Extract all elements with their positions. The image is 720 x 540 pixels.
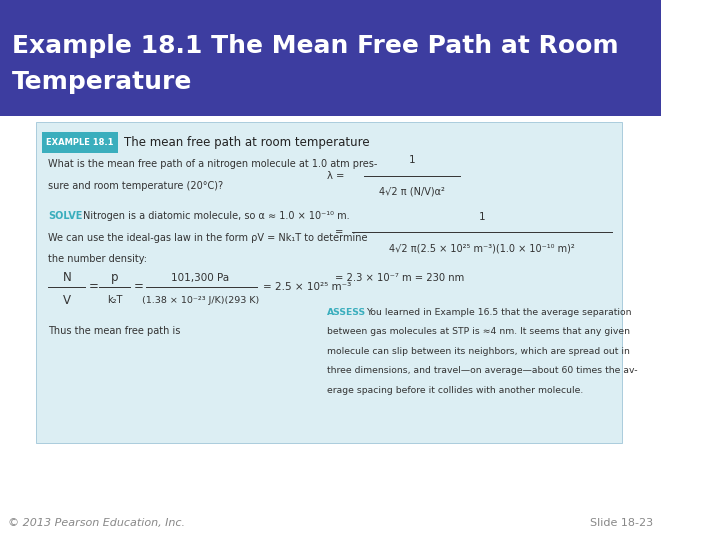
Text: erage spacing before it collides with another molecule.: erage spacing before it collides with an… xyxy=(328,386,584,395)
Text: N: N xyxy=(63,271,71,284)
Text: 1: 1 xyxy=(479,212,485,222)
Text: We can use the ideal-gas law in the form ρV = Nk₁T to determine: We can use the ideal-gas law in the form… xyxy=(48,233,368,243)
Text: the number density:: the number density: xyxy=(48,254,148,265)
FancyBboxPatch shape xyxy=(37,122,621,443)
Text: sure and room temperature (20°C)?: sure and room temperature (20°C)? xyxy=(48,181,223,191)
Text: What is the mean free path of a nitrogen molecule at 1.0 atm pres-: What is the mean free path of a nitrogen… xyxy=(48,159,378,170)
Text: Example 18.1 The Mean Free Path at Room: Example 18.1 The Mean Free Path at Room xyxy=(12,34,618,58)
Text: EXAMPLE 18.1: EXAMPLE 18.1 xyxy=(46,138,114,147)
Text: Temperature: Temperature xyxy=(12,70,192,94)
Text: The mean free path at room temperature: The mean free path at room temperature xyxy=(125,136,370,149)
Text: molecule can slip between its neighbors, which are spread out in: molecule can slip between its neighbors,… xyxy=(328,347,630,356)
Text: Thus the mean free path is: Thus the mean free path is xyxy=(48,326,181,336)
Text: 1: 1 xyxy=(408,156,415,165)
Text: = 2.5 × 10²⁵ m⁻³: = 2.5 × 10²⁵ m⁻³ xyxy=(264,282,351,292)
Text: Slide 18-23: Slide 18-23 xyxy=(590,518,653,528)
Text: SOLVE: SOLVE xyxy=(48,211,83,221)
Text: 4√2 π (N/V)α²: 4√2 π (N/V)α² xyxy=(379,187,445,197)
Text: =: = xyxy=(89,280,98,293)
Text: =: = xyxy=(134,280,144,293)
Text: = 2.3 × 10⁻⁷ m = 230 nm: = 2.3 × 10⁻⁷ m = 230 nm xyxy=(336,273,464,283)
Text: ASSESS: ASSESS xyxy=(328,308,366,317)
Text: V: V xyxy=(63,294,71,307)
Text: (1.38 × 10⁻²³ J/K)(293 K): (1.38 × 10⁻²³ J/K)(293 K) xyxy=(142,296,259,305)
FancyBboxPatch shape xyxy=(42,132,117,153)
Text: 4√2 π(2.5 × 10²⁵ m⁻³)(1.0 × 10⁻¹⁰ m)²: 4√2 π(2.5 × 10²⁵ m⁻³)(1.0 × 10⁻¹⁰ m)² xyxy=(390,244,575,253)
Text: © 2013 Pearson Education, Inc.: © 2013 Pearson Education, Inc. xyxy=(8,518,185,528)
Text: 101,300 Pa: 101,300 Pa xyxy=(171,273,230,282)
Text: You learned in Example 16.5 that the average separation: You learned in Example 16.5 that the ave… xyxy=(366,308,631,317)
Text: =: = xyxy=(336,227,343,237)
FancyBboxPatch shape xyxy=(0,0,662,116)
Text: Nitrogen is a diatomic molecule, so α ≈ 1.0 × 10⁻¹⁰ m.: Nitrogen is a diatomic molecule, so α ≈ … xyxy=(83,211,349,221)
Text: k₂T: k₂T xyxy=(107,295,122,305)
Text: p: p xyxy=(111,271,118,284)
Text: λ =: λ = xyxy=(328,171,345,180)
Text: three dimensions, and travel—on average—about 60 times the av-: three dimensions, and travel—on average—… xyxy=(328,366,638,375)
Text: between gas molecules at STP is ≈4 nm. It seems that any given: between gas molecules at STP is ≈4 nm. I… xyxy=(328,327,630,336)
